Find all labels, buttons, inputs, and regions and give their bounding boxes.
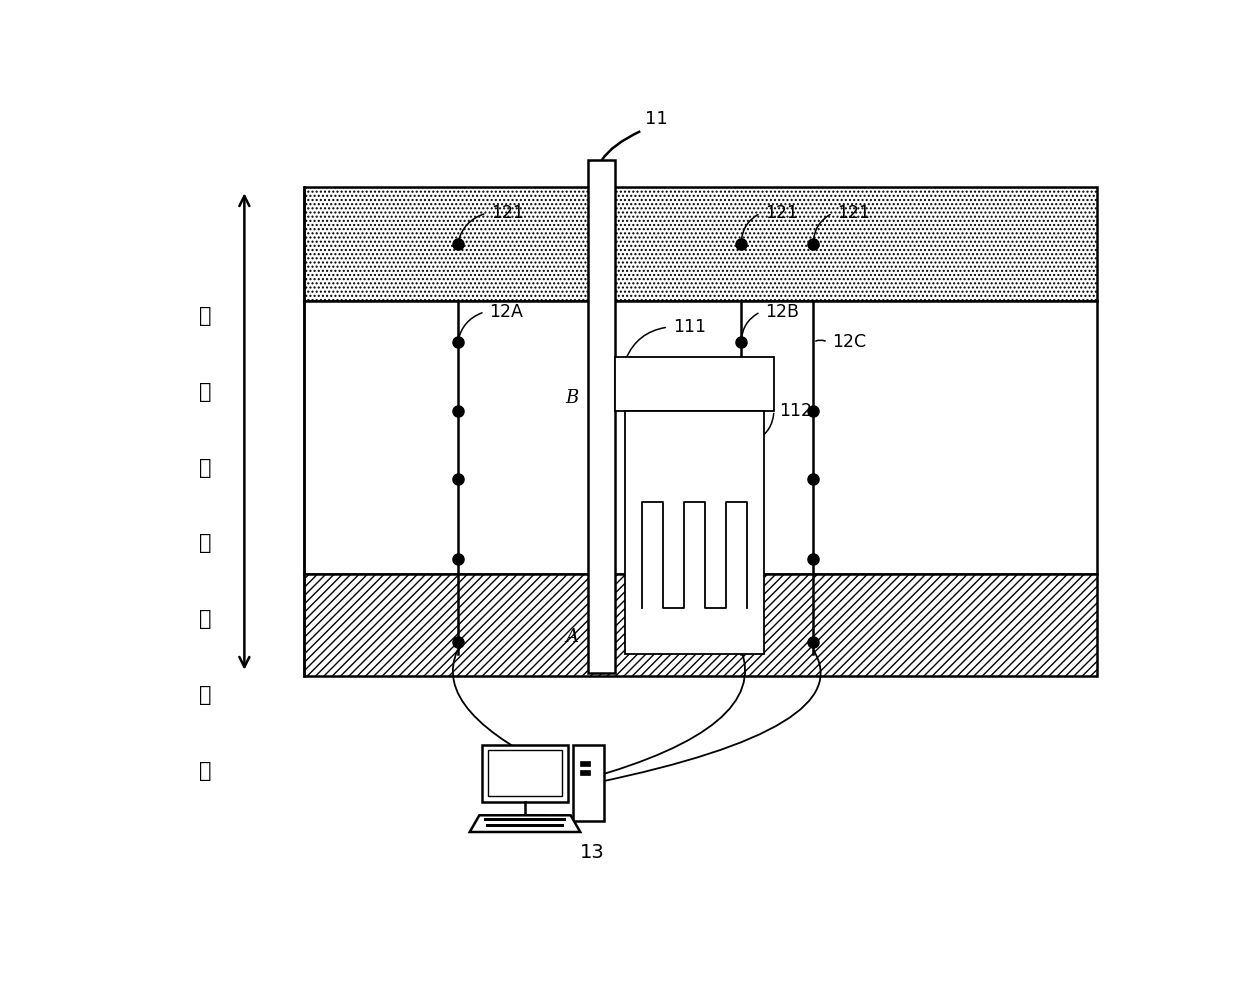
Text: 质: 质: [198, 761, 211, 781]
Text: A: A: [565, 628, 579, 646]
Text: 121: 121: [837, 204, 870, 222]
Bar: [573, 744, 604, 820]
Text: 均: 均: [198, 382, 211, 401]
Text: 12B: 12B: [765, 303, 800, 320]
Text: 13: 13: [580, 843, 605, 863]
Bar: [304, 574, 1096, 676]
Text: 介: 介: [198, 685, 211, 705]
Text: 非: 非: [198, 306, 211, 325]
Text: 11: 11: [645, 110, 668, 128]
Bar: [481, 744, 568, 802]
Bar: [486, 823, 564, 827]
Bar: [304, 301, 1096, 574]
Bar: [625, 410, 764, 654]
Polygon shape: [470, 815, 580, 832]
Text: 12A: 12A: [490, 303, 523, 320]
Bar: [580, 770, 590, 775]
Text: 121: 121: [491, 204, 525, 222]
Bar: [580, 761, 590, 766]
Text: 111: 111: [673, 318, 706, 336]
Text: 地: 地: [198, 533, 211, 553]
Text: 匀: 匀: [198, 458, 211, 477]
Bar: [489, 750, 562, 797]
Text: 112: 112: [779, 401, 812, 420]
Bar: [484, 817, 565, 821]
Text: B: B: [565, 388, 579, 407]
Bar: [615, 358, 774, 410]
Text: 层: 层: [198, 609, 211, 629]
Text: 121: 121: [765, 204, 799, 222]
Bar: [589, 160, 615, 672]
Text: 12C: 12C: [832, 333, 867, 351]
Bar: [304, 186, 1096, 301]
